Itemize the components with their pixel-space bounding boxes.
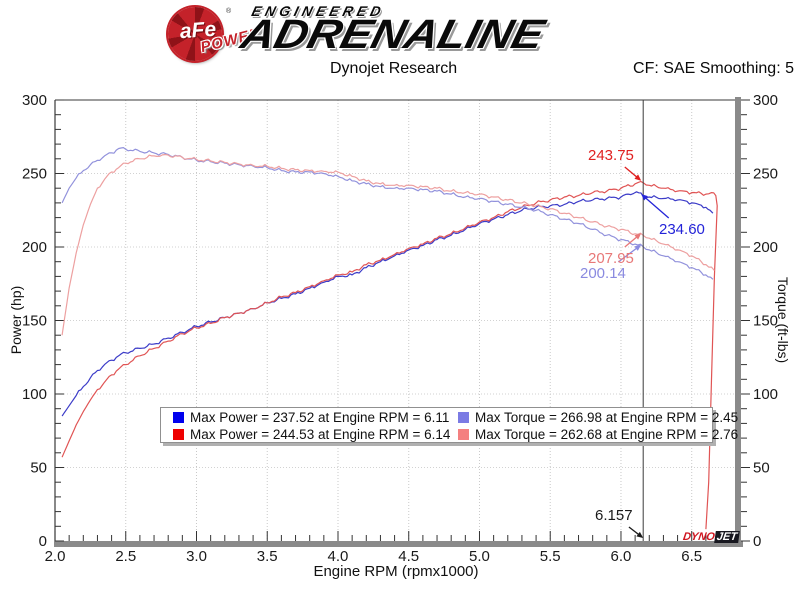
left-tick-label: 200 [22, 239, 47, 256]
annotation-power-blue-value: 234.60 [659, 221, 705, 238]
left-tick-label: 50 [30, 460, 47, 477]
annotation-arrow-line [644, 196, 670, 219]
right-tick-label: 300 [753, 92, 778, 109]
legend-swatch-blue [173, 412, 184, 423]
annotation-torque-red-value: 207.95 [588, 250, 634, 267]
right-tick-label: 0 [753, 533, 761, 550]
x-tick-label: 5.5 [540, 548, 561, 565]
x-axis-title: Engine RPM (rpmx1000) [313, 563, 479, 580]
brand-logo: aFe ® POWER ENGINEERED ADRENALINE [160, 2, 620, 61]
annotation-arrow-line [624, 166, 638, 178]
dynojet-logo: DYNOJET [682, 531, 740, 543]
series-power_blue [61, 191, 714, 417]
chart-title: Dynojet Research [330, 60, 458, 77]
x-tick-label: 4.5 [398, 548, 419, 565]
left-tick-label: 0 [39, 533, 47, 550]
dynojet-logo-dyno: DYNO [682, 531, 716, 543]
annotation-arrowhead [636, 531, 644, 538]
annotation-arrowhead [641, 194, 648, 201]
annotation-arrowhead [634, 174, 642, 181]
annotation-arrow-line [624, 236, 638, 248]
annotation-arrow-line [628, 526, 640, 536]
legend-entry-torque-blue: Max Torque = 266.98 at Engine RPM = 2.45 [458, 410, 738, 425]
right-tick-label: 100 [753, 386, 778, 403]
annotation-arrowhead [634, 233, 642, 240]
right-tick-label: 250 [753, 166, 778, 183]
left-tick-label: 150 [22, 313, 47, 330]
annotation-arrow-line [617, 247, 638, 263]
series-power_red [61, 180, 718, 530]
annotation-cursor-rpm: 6.157 [595, 507, 633, 524]
x-tick-label: 3.5 [257, 548, 278, 565]
legend-entry-power-red: Max Power = 244.53 at Engine RPM = 6.14 [173, 427, 458, 442]
legend-text: Max Power = 237.52 at Engine RPM = 6.11 [190, 410, 450, 425]
x-tick-label: 3.0 [186, 548, 207, 565]
left-tick-label: 300 [22, 92, 47, 109]
x-tick-label: 4.0 [328, 548, 349, 565]
legend-box: Max Power = 237.52 at Engine RPM = 6.11 … [160, 407, 738, 443]
right-tick-label: 150 [753, 313, 778, 330]
dynojet-logo-jet: JET [713, 531, 740, 543]
x-tick-label: 2.0 [45, 548, 66, 565]
right-axis-bar [735, 97, 741, 547]
x-tick-label: 6.0 [611, 548, 632, 565]
bottom-axis-bar [54, 541, 743, 547]
legend-swatch-periwinkle [458, 412, 469, 423]
legend-entry-torque-red: Max Torque = 262.68 at Engine RPM = 2.76 [458, 427, 738, 442]
legend-swatch-red [173, 429, 184, 440]
right-tick-label: 200 [753, 239, 778, 256]
annotation-power-red-value: 243.75 [588, 147, 634, 164]
annotation-arrowhead [634, 244, 642, 251]
registered-mark: ® [226, 8, 232, 15]
afe-power-badge-icon [168, 7, 222, 61]
correction-factor-label: CF: SAE Smoothing: 5 [633, 60, 794, 77]
legend-entry-power-blue: Max Power = 237.52 at Engine RPM = 6.11 [173, 410, 458, 425]
legend-swatch-pink [458, 429, 469, 440]
left-tick-label: 100 [22, 386, 47, 403]
legend-text: Max Torque = 266.98 at Engine RPM = 2.45 [475, 410, 739, 425]
annotation-torque-blue-value: 200.14 [580, 265, 626, 282]
right-tick-label: 50 [753, 460, 770, 477]
legend-text: Max Torque = 262.68 at Engine RPM = 2.76 [475, 427, 739, 442]
x-tick-label: 5.0 [469, 548, 490, 565]
x-tick-label: 2.5 [115, 548, 136, 565]
x-tick-label: 6.5 [681, 548, 702, 565]
legend-text: Max Power = 244.53 at Engine RPM = 6.14 [190, 427, 451, 442]
left-tick-label: 250 [22, 166, 47, 183]
series-torque_red [61, 153, 715, 336]
